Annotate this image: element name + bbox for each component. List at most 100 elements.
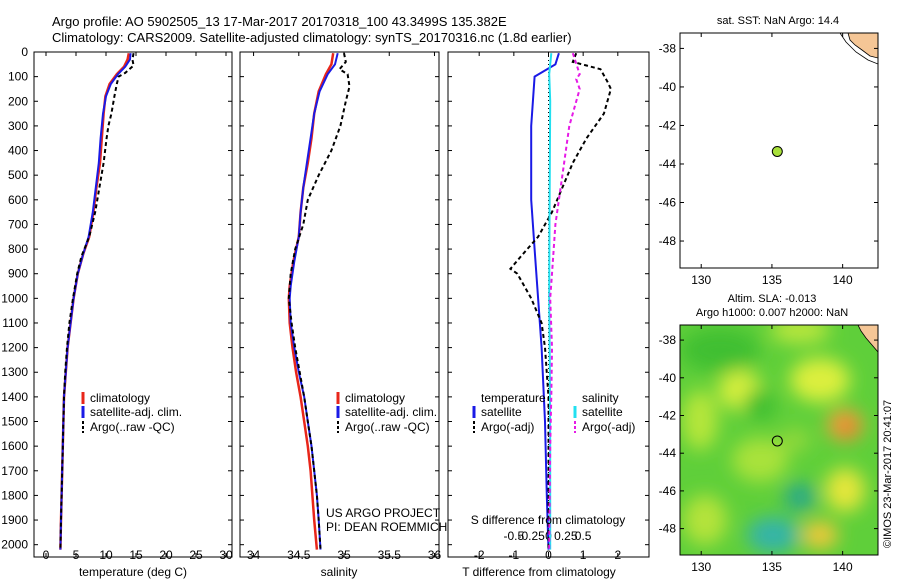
series-line-satellite-adj-clim- <box>59 53 132 550</box>
map-y-tick-label: -40 <box>659 371 677 385</box>
header-line-1: Argo profile: AO 5902505_13 17-Mar-2017 … <box>52 14 507 29</box>
sst-map-y-ticks: -38 -40 -42 -44 -46 -48 <box>659 41 878 248</box>
legend-salinity-heading: salinity <box>582 391 619 405</box>
x-tick-label: 1 <box>580 548 587 562</box>
series-line-argo-raw-qc- <box>287 52 351 550</box>
salinity-panel: 34 34.5 35 35.5 36 salinity climatology sate… <box>239 51 447 579</box>
map-y-tick-label: -38 <box>659 41 677 55</box>
sla-map: Altim. SLA: -0.013 Argo h1000: 0.007 h20… <box>659 293 894 574</box>
legend-argo-label: Argo(..raw -QC) <box>90 420 175 434</box>
difference-x-label: T difference from climatology <box>462 565 616 579</box>
legend-s-argo-label: Argo(-adj) <box>582 420 635 434</box>
legend-t-argo-label: Argo(-adj) <box>481 420 534 434</box>
sla-land <box>857 325 878 353</box>
s-tick-label: 0.25 <box>554 529 578 543</box>
x-tick-label: -2 <box>474 548 485 562</box>
credit-project: US ARGO PROJECT <box>326 506 441 520</box>
x-tick-label: 36 <box>428 548 442 562</box>
map-x-tick-label: 140 <box>833 273 853 287</box>
map-y-tick-label: -44 <box>659 157 677 171</box>
difference-profile-lines <box>508 52 612 550</box>
legend-clim-label: climatology <box>90 391 150 405</box>
depth-tick-label: 700 <box>8 217 28 231</box>
x-tick-label: 34.5 <box>287 548 311 562</box>
x-tick-label: 35 <box>337 548 351 562</box>
argo-float-marker <box>771 145 783 157</box>
legend-s-sat-label: satellite <box>582 405 623 419</box>
sst-map: sat. SST: NaN Argo: 14.4 -38 -40 -42 -44 -46… <box>659 15 879 287</box>
depth-tick-label: 100 <box>8 70 28 84</box>
depth-tick-labels: 0 100 200 300 400 500 600 700 800 900 1000 1100 1200… <box>1 45 649 552</box>
depth-tick-label: 500 <box>8 168 28 182</box>
legend-t-sat-label: satellite <box>481 405 522 419</box>
sst-coastline <box>839 33 878 65</box>
sla-map-title-1: Altim. SLA: -0.013 <box>728 293 817 305</box>
legend-argo-label: Argo(..raw -QC) <box>345 420 430 434</box>
salinity-x-ticks: 34 34.5 35 35.5 36 <box>247 52 442 562</box>
salinity-legend: climatology satellite-adj. clim. Argo(..… <box>336 391 437 434</box>
depth-tick-label: 1300 <box>1 365 28 379</box>
difference-top-label: S difference from climatology <box>471 513 626 527</box>
map-y-tick-label: -48 <box>659 234 677 248</box>
x-tick-label: 30 <box>219 548 233 562</box>
depth-tick-label: 1800 <box>1 488 28 502</box>
depth-tick-label: 0 <box>21 45 28 59</box>
map-x-tick-label: 135 <box>762 273 782 287</box>
s-tick-label: -0.25 <box>517 529 545 543</box>
legend-sat-label: satellite-adj. clim. <box>345 405 437 419</box>
map-y-tick-label: -46 <box>659 196 677 210</box>
map-y-tick-label: -42 <box>659 408 677 422</box>
map-y-tick-label: -42 <box>659 118 677 132</box>
depth-tick-label: 1200 <box>1 341 28 355</box>
salinity-panel-frame <box>239 51 440 558</box>
depth-tick-label: 1900 <box>1 513 28 527</box>
x-tick-label: 20 <box>159 548 173 562</box>
legend-temperature-heading: temperature <box>481 391 546 405</box>
difference-legend: temperature satellite Argo(-adj) salinit… <box>472 391 635 434</box>
temperature-panel-frame <box>33 51 233 558</box>
x-tick-label: 34 <box>247 548 261 562</box>
argo-float-marker <box>771 435 783 447</box>
map-y-tick-label: -46 <box>659 484 677 498</box>
sla-field <box>680 325 878 555</box>
series-line-salinity-argo-adj- <box>548 52 581 550</box>
temperature-legend: climatology satellite-adj. clim. Argo(..… <box>81 391 182 434</box>
depth-tick-label: 1500 <box>1 415 28 429</box>
sla-map-y-ticks: -38 -40 -42 -44 -46 -48 <box>659 333 878 536</box>
imos-stamp: ©IMOS 23-Mar-2017 20:41:07 <box>882 400 894 548</box>
map-y-tick-label: -44 <box>659 446 677 460</box>
depth-tick-label: 200 <box>8 94 28 108</box>
depth-tick-label: 1400 <box>1 390 28 404</box>
series-line-climatology <box>287 52 335 550</box>
depth-tick-label: 1100 <box>2 316 28 330</box>
sst-map-x-ticks: 130 135 140 <box>691 33 853 287</box>
series-line-climatology <box>59 52 131 550</box>
map-x-tick-label: 130 <box>691 560 711 574</box>
x-tick-label: 2 <box>614 548 621 562</box>
sst-map-title: sat. SST: NaN Argo: 14.4 <box>717 15 839 27</box>
depth-tick-label: 800 <box>8 242 28 256</box>
map-x-tick-label: 140 <box>833 560 853 574</box>
salinity-x-label: salinity <box>321 565 358 579</box>
depth-tick-label: 900 <box>8 267 28 281</box>
temperature-profile-lines <box>59 52 135 550</box>
depth-tick-label: 300 <box>8 119 28 133</box>
temperature-panel: 0100200300400500600700800900100011001200… <box>1 45 649 579</box>
series-line-argo-raw-qc- <box>59 53 135 550</box>
legend-sat-label: satellite-adj. clim. <box>90 405 182 419</box>
sst-map-frame <box>679 32 879 269</box>
depth-tick-label: 1700 <box>1 464 28 478</box>
series-line-temperature-satellite <box>530 52 560 550</box>
x-tick-label: 10 <box>99 548 113 562</box>
depth-tick-label: 2000 <box>1 538 28 552</box>
difference-panel: -2 -1 0 1 2 -0.5-0.25 0 0.250.5 S difference f… <box>447 51 650 579</box>
temperature-x-ticks: 0 5 10 15 20 25 30 <box>43 52 233 562</box>
temperature-x-label: temperature (deg C) <box>79 565 187 579</box>
s-tick-label: -0.5 <box>504 529 525 543</box>
x-tick-label: 0 <box>545 548 552 562</box>
depth-tick-label: 1600 <box>1 439 28 453</box>
s-tick-label: 0.5 <box>575 529 592 543</box>
salinity-profile-lines <box>287 52 351 550</box>
x-tick-label: 25 <box>189 548 203 562</box>
